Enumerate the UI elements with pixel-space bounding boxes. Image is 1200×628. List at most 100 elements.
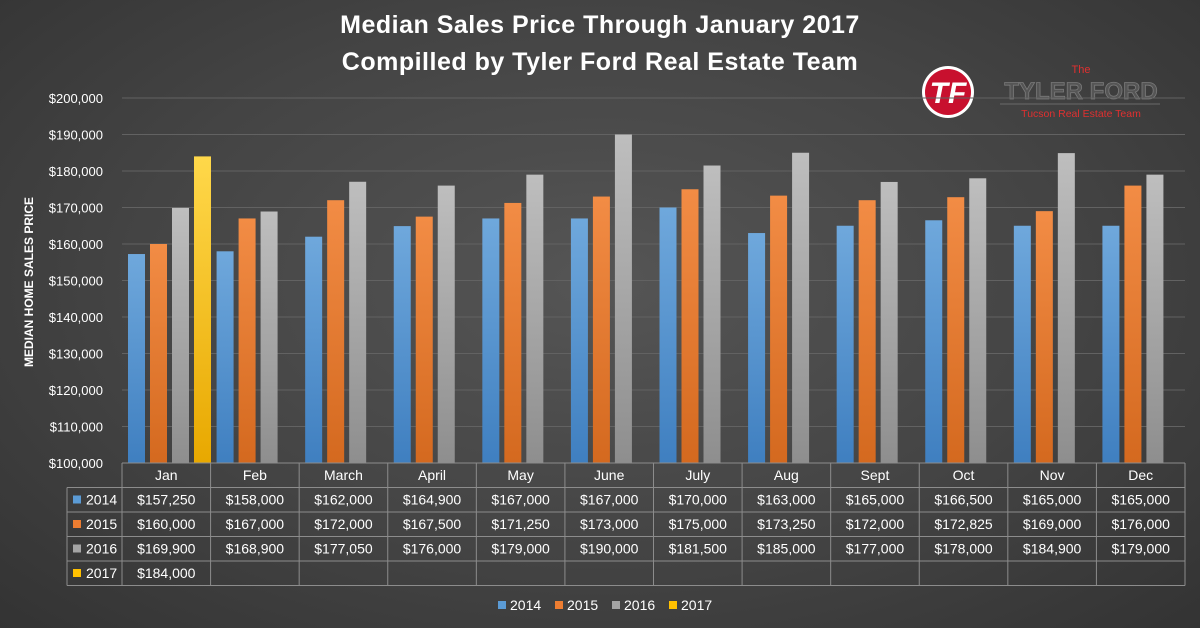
chart-title-line-1: Median Sales Price Through January 2017 (340, 11, 860, 39)
bar-2014-july (659, 207, 677, 463)
table-cell-value: $185,000 (757, 541, 816, 557)
legend-label: 2015 (567, 597, 598, 613)
bar-2014-nov (1013, 225, 1031, 463)
table-cell-value: $165,000 (846, 492, 905, 508)
table-cell-value: $160,000 (137, 516, 196, 532)
bar-2016-july (703, 165, 721, 463)
table-cell-value: $181,500 (669, 541, 728, 557)
x-category-label: Dec (1128, 467, 1153, 483)
bar-2015-feb (238, 218, 256, 463)
bar-2014-june (570, 218, 588, 463)
table-cell-value: $178,000 (934, 541, 993, 557)
legend-label: 2016 (624, 597, 655, 613)
table-cell-value: $169,000 (1023, 516, 1082, 532)
bar-2015-june (592, 196, 610, 464)
table-cell-value: $190,000 (580, 541, 639, 557)
bar-2016-jan (172, 207, 189, 463)
bar-2015-dec (1124, 185, 1142, 463)
table-cell-value: $173,000 (580, 516, 639, 532)
bar-2016-june (614, 134, 632, 463)
x-category-label: June (594, 467, 625, 483)
table-series-key (73, 569, 81, 577)
table-series-name: 2015 (86, 516, 117, 532)
bar-2014-oct (925, 220, 943, 463)
x-category-label: July (685, 467, 710, 483)
x-category-label: March (324, 467, 363, 483)
table-cell-value: $167,500 (403, 516, 462, 532)
table-cell-value: $165,000 (1112, 492, 1171, 508)
table-cell-value: $175,000 (669, 516, 728, 532)
table-cell-value: $165,000 (1023, 492, 1082, 508)
table-series-name: 2014 (86, 492, 117, 508)
table-cell-value: $179,000 (491, 541, 550, 557)
bar-2016-dec (1146, 174, 1164, 463)
legend-key-2016 (612, 601, 620, 609)
table-cell-value: $173,250 (757, 516, 816, 532)
bar-2014-dec (1102, 225, 1120, 463)
y-tick-label: $190,000 (49, 128, 103, 143)
logo-badge (925, 69, 971, 115)
table-cell-value: $167,000 (226, 516, 285, 532)
table-cell-value: $171,250 (491, 516, 550, 532)
table-cell-value: $179,000 (1112, 541, 1171, 557)
table-cell-value: $167,000 (491, 492, 550, 508)
bar-2016-nov (1057, 153, 1075, 464)
table-cell-value: $172,825 (934, 516, 993, 532)
table-series-key (73, 520, 81, 528)
table-cell-value: $170,000 (669, 492, 728, 508)
bar-2015-nov (1035, 211, 1053, 463)
legend-label: 2017 (681, 597, 712, 613)
legend-key-2015 (555, 601, 563, 609)
y-tick-label: $160,000 (49, 237, 103, 252)
bar-2015-sept (858, 200, 876, 463)
y-tick-label: $170,000 (49, 201, 103, 216)
table-cell-value: $176,000 (403, 541, 462, 557)
bar-2015-jan (150, 244, 167, 463)
bar-2014-aug (748, 233, 766, 463)
bar-2014-march (305, 236, 323, 463)
table-cell-value: $167,000 (580, 492, 639, 508)
bar-2015-april (415, 216, 433, 463)
logo-tagline: Tucson Real Estate Team (1021, 108, 1141, 120)
bar-2016-aug (792, 152, 810, 463)
x-category-label: Nov (1040, 467, 1065, 483)
logo-name: TYLER FORD (1004, 78, 1157, 105)
bar-2015-may (504, 202, 522, 463)
table-cell-value: $172,000 (846, 516, 905, 532)
table-cell-value: $177,000 (846, 541, 905, 557)
x-category-label: Sept (861, 467, 890, 483)
table-cell-value: $163,000 (757, 492, 816, 508)
table-cell-value: $184,000 (137, 565, 196, 581)
bar-2015-aug (770, 195, 788, 463)
bar-2014-may (482, 218, 500, 463)
bar-2016-feb (260, 211, 278, 463)
y-tick-label: $140,000 (49, 310, 103, 325)
x-category-label: May (507, 467, 533, 483)
table-series-name: 2017 (86, 565, 117, 581)
chart-title-line-2: Compilled by Tyler Ford Real Estate Team (342, 48, 858, 76)
y-tick-label: $130,000 (49, 347, 103, 362)
logo-monogram: TF (930, 77, 967, 110)
table-cell-value: $177,050 (314, 541, 373, 557)
y-tick-label: $100,000 (49, 456, 103, 471)
x-category-label: Feb (243, 467, 267, 483)
legend-label: 2014 (510, 597, 541, 613)
table-cell-value: $166,500 (934, 492, 993, 508)
table-series-key (73, 544, 81, 553)
y-tick-label: $200,000 (49, 91, 103, 106)
bar-2016-oct (969, 178, 987, 464)
brand-logo: TF The TYLER FORD Tucson Real Estate Tea… (922, 64, 1160, 120)
bar-2015-march (327, 200, 345, 463)
bar-2015-july (681, 189, 699, 463)
bar-2017-jan (194, 156, 211, 463)
x-category-label: Jan (155, 467, 178, 483)
table-cell-value: $158,000 (226, 492, 285, 508)
y-tick-label: $150,000 (49, 274, 103, 289)
x-category-label: Aug (774, 467, 799, 483)
bar-2014-april (393, 226, 411, 463)
table-cell-value: $176,000 (1112, 516, 1171, 532)
x-category-label: April (418, 467, 446, 483)
table-series-key (73, 495, 81, 504)
bar-2016-may (526, 174, 544, 463)
x-category-label: Oct (953, 467, 975, 483)
